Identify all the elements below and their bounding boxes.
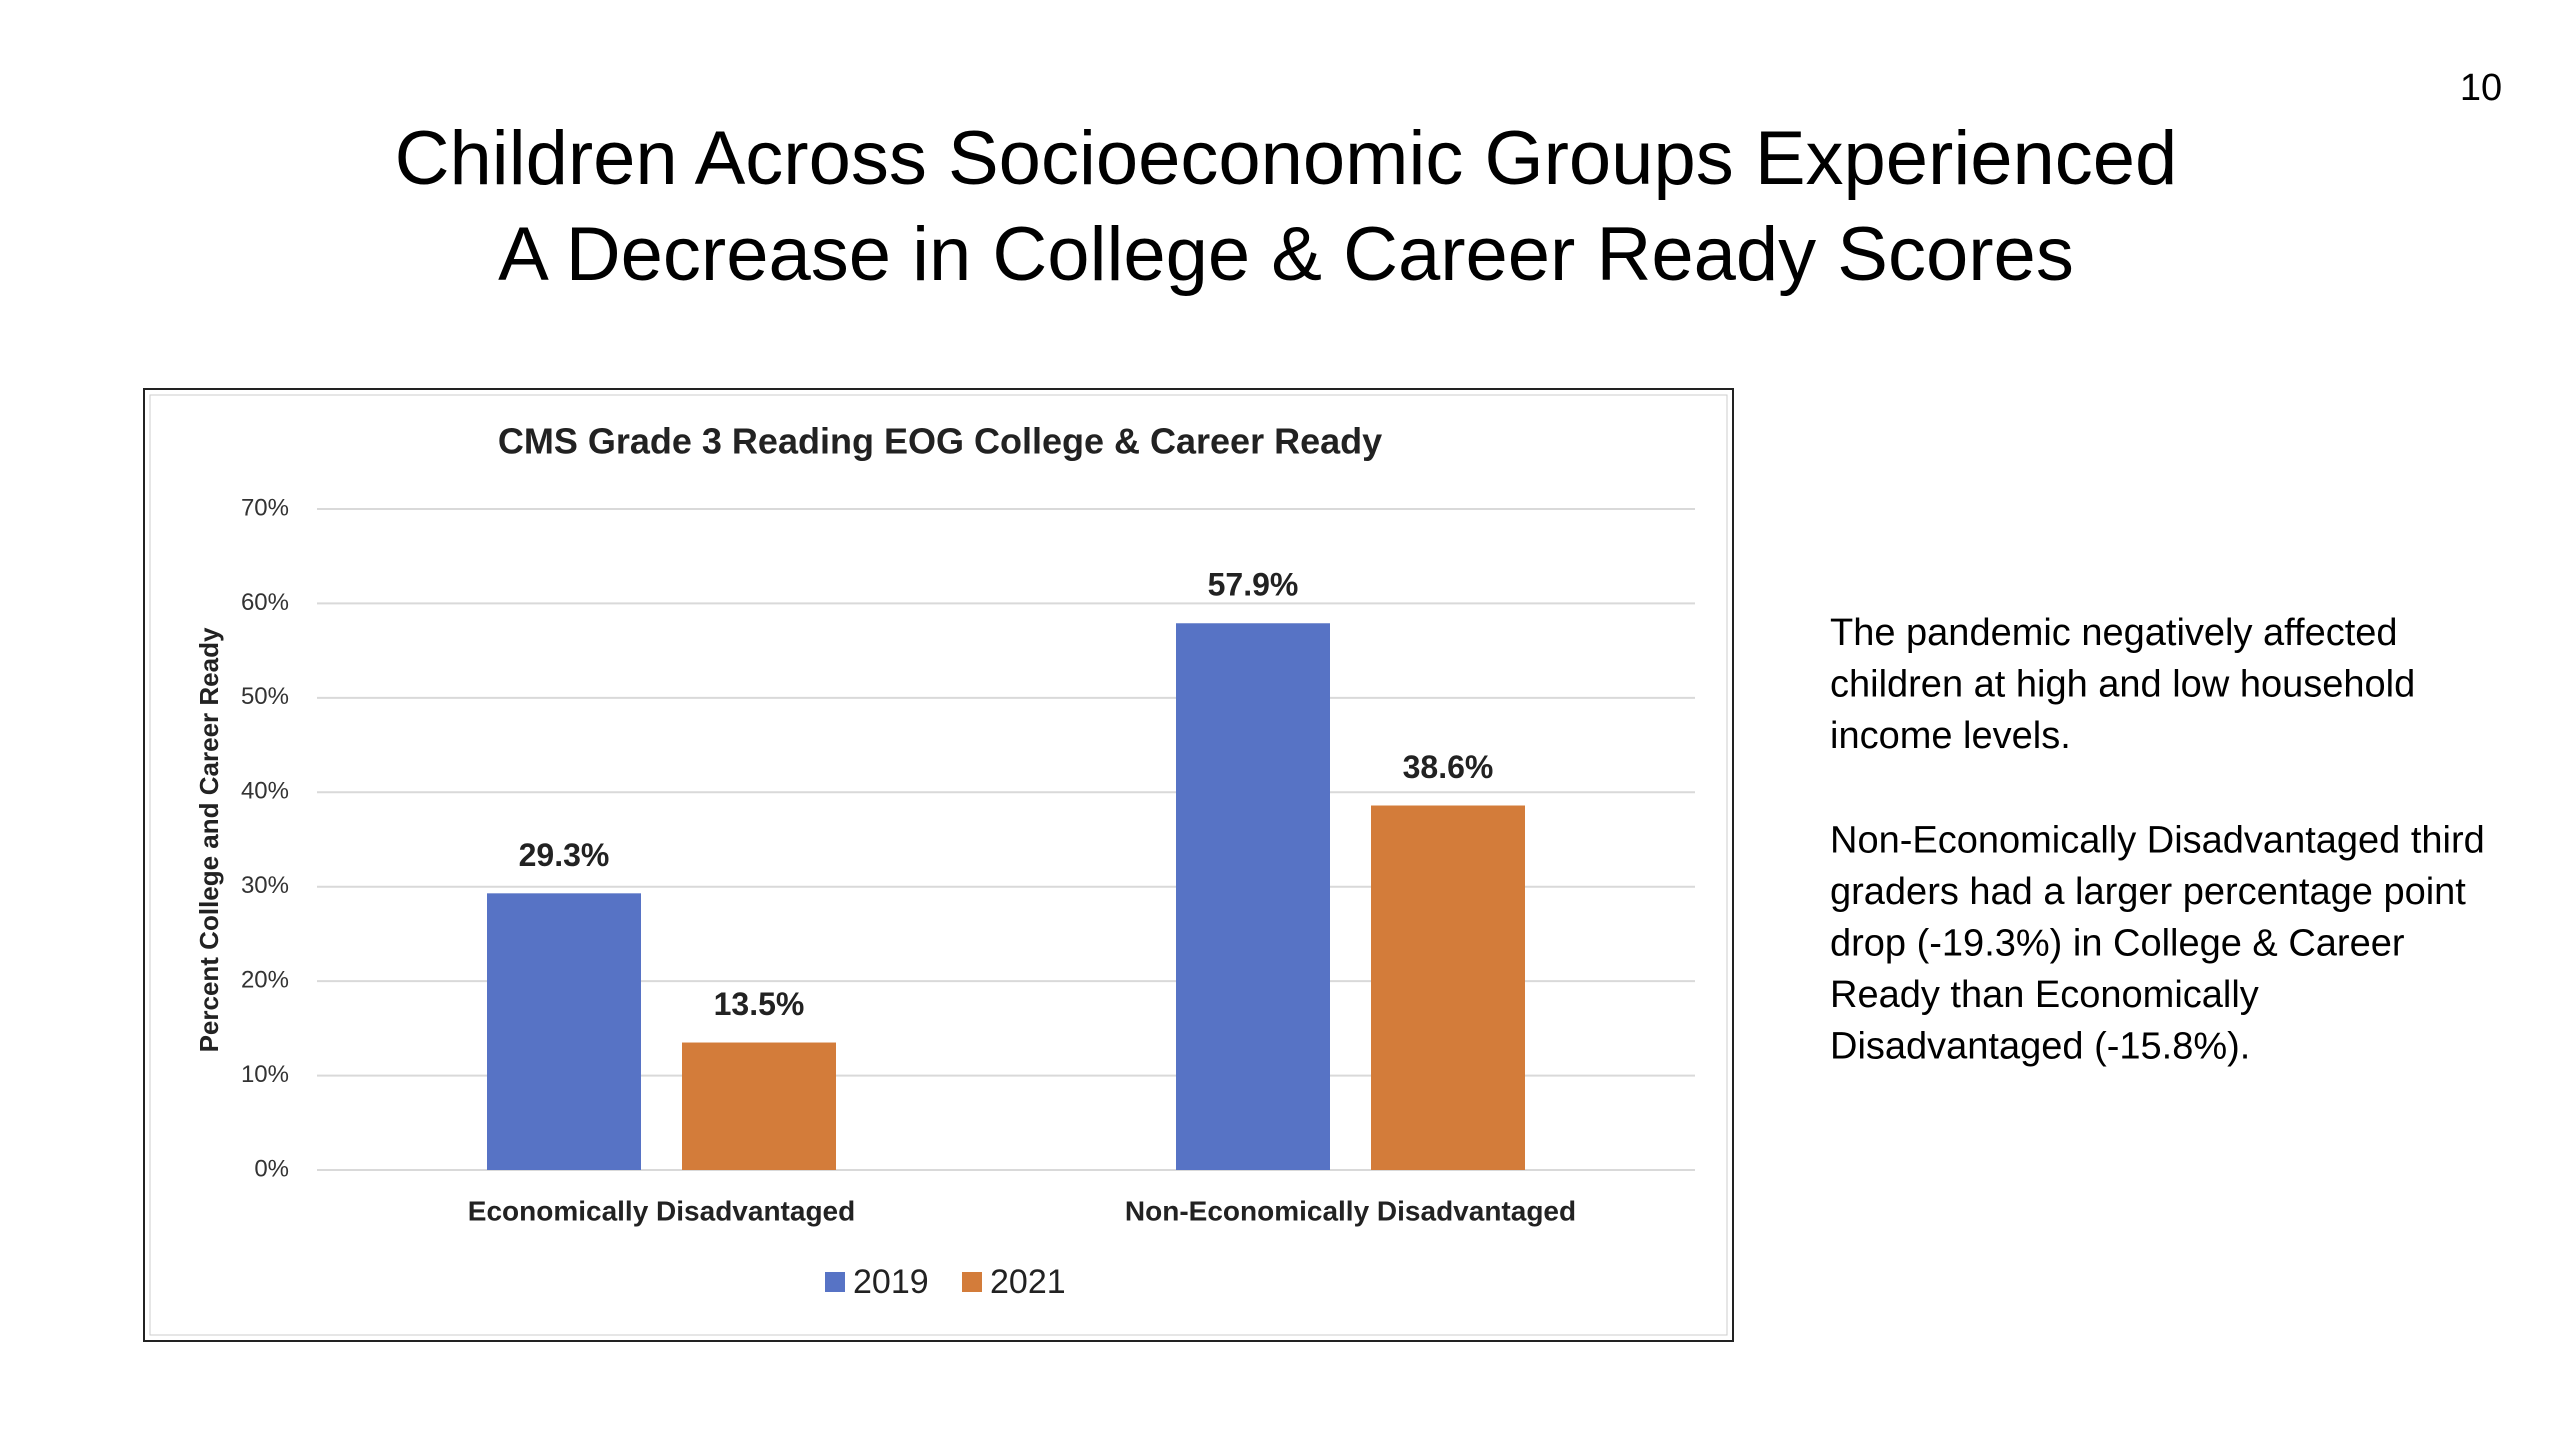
x-tick-label: Economically Disadvantaged <box>468 1195 855 1226</box>
y-axis-label: Percent College and Career Ready <box>194 627 224 1052</box>
y-tick-label: 20% <box>241 966 289 993</box>
legend-label: 2019 <box>853 1263 929 1301</box>
note-text: children at high and low household <box>1830 664 2415 706</box>
data-label: 57.9% <box>1208 567 1299 603</box>
page-number: 10 <box>2460 67 2502 109</box>
bar <box>487 893 641 1170</box>
y-tick-label: 50% <box>241 683 289 710</box>
y-tick-label: 10% <box>241 1061 289 1088</box>
note-text: The pandemic negatively affected <box>1830 612 2398 654</box>
note-text: Disadvantaged (-15.8%). <box>1830 1026 2250 1068</box>
y-tick-label: 40% <box>241 778 289 805</box>
note-text: income levels. <box>1830 715 2071 757</box>
y-tick-label: 70% <box>241 494 289 521</box>
legend-swatch <box>962 1272 982 1292</box>
data-label: 38.6% <box>1403 749 1494 785</box>
slide-title: Children Across Socioeconomic Groups Exp… <box>395 116 2178 201</box>
legend-swatch <box>825 1272 845 1292</box>
chart-inner-frame <box>149 394 1728 1336</box>
note-text: Non-Economically Disadvantaged third <box>1830 820 2485 862</box>
slide-title: A Decrease in College & Career Ready Sco… <box>498 212 2074 297</box>
y-tick-label: 60% <box>241 589 289 616</box>
y-tick-label: 30% <box>241 872 289 899</box>
data-label: 13.5% <box>714 986 805 1022</box>
note-text: graders had a larger percentage point <box>1830 871 2466 913</box>
legend-label: 2021 <box>990 1263 1066 1301</box>
y-tick-label: 0% <box>254 1155 289 1182</box>
bar <box>682 1042 836 1170</box>
chart-title: CMS Grade 3 Reading EOG College & Career… <box>498 421 1382 462</box>
data-label: 29.3% <box>519 837 610 873</box>
bar <box>1176 623 1330 1170</box>
bar <box>1371 805 1525 1170</box>
note-text: Ready than Economically <box>1830 974 2259 1016</box>
note-text: drop (-19.3%) in College & Career <box>1830 923 2405 965</box>
x-tick-label: Non-Economically Disadvantaged <box>1125 1195 1576 1226</box>
